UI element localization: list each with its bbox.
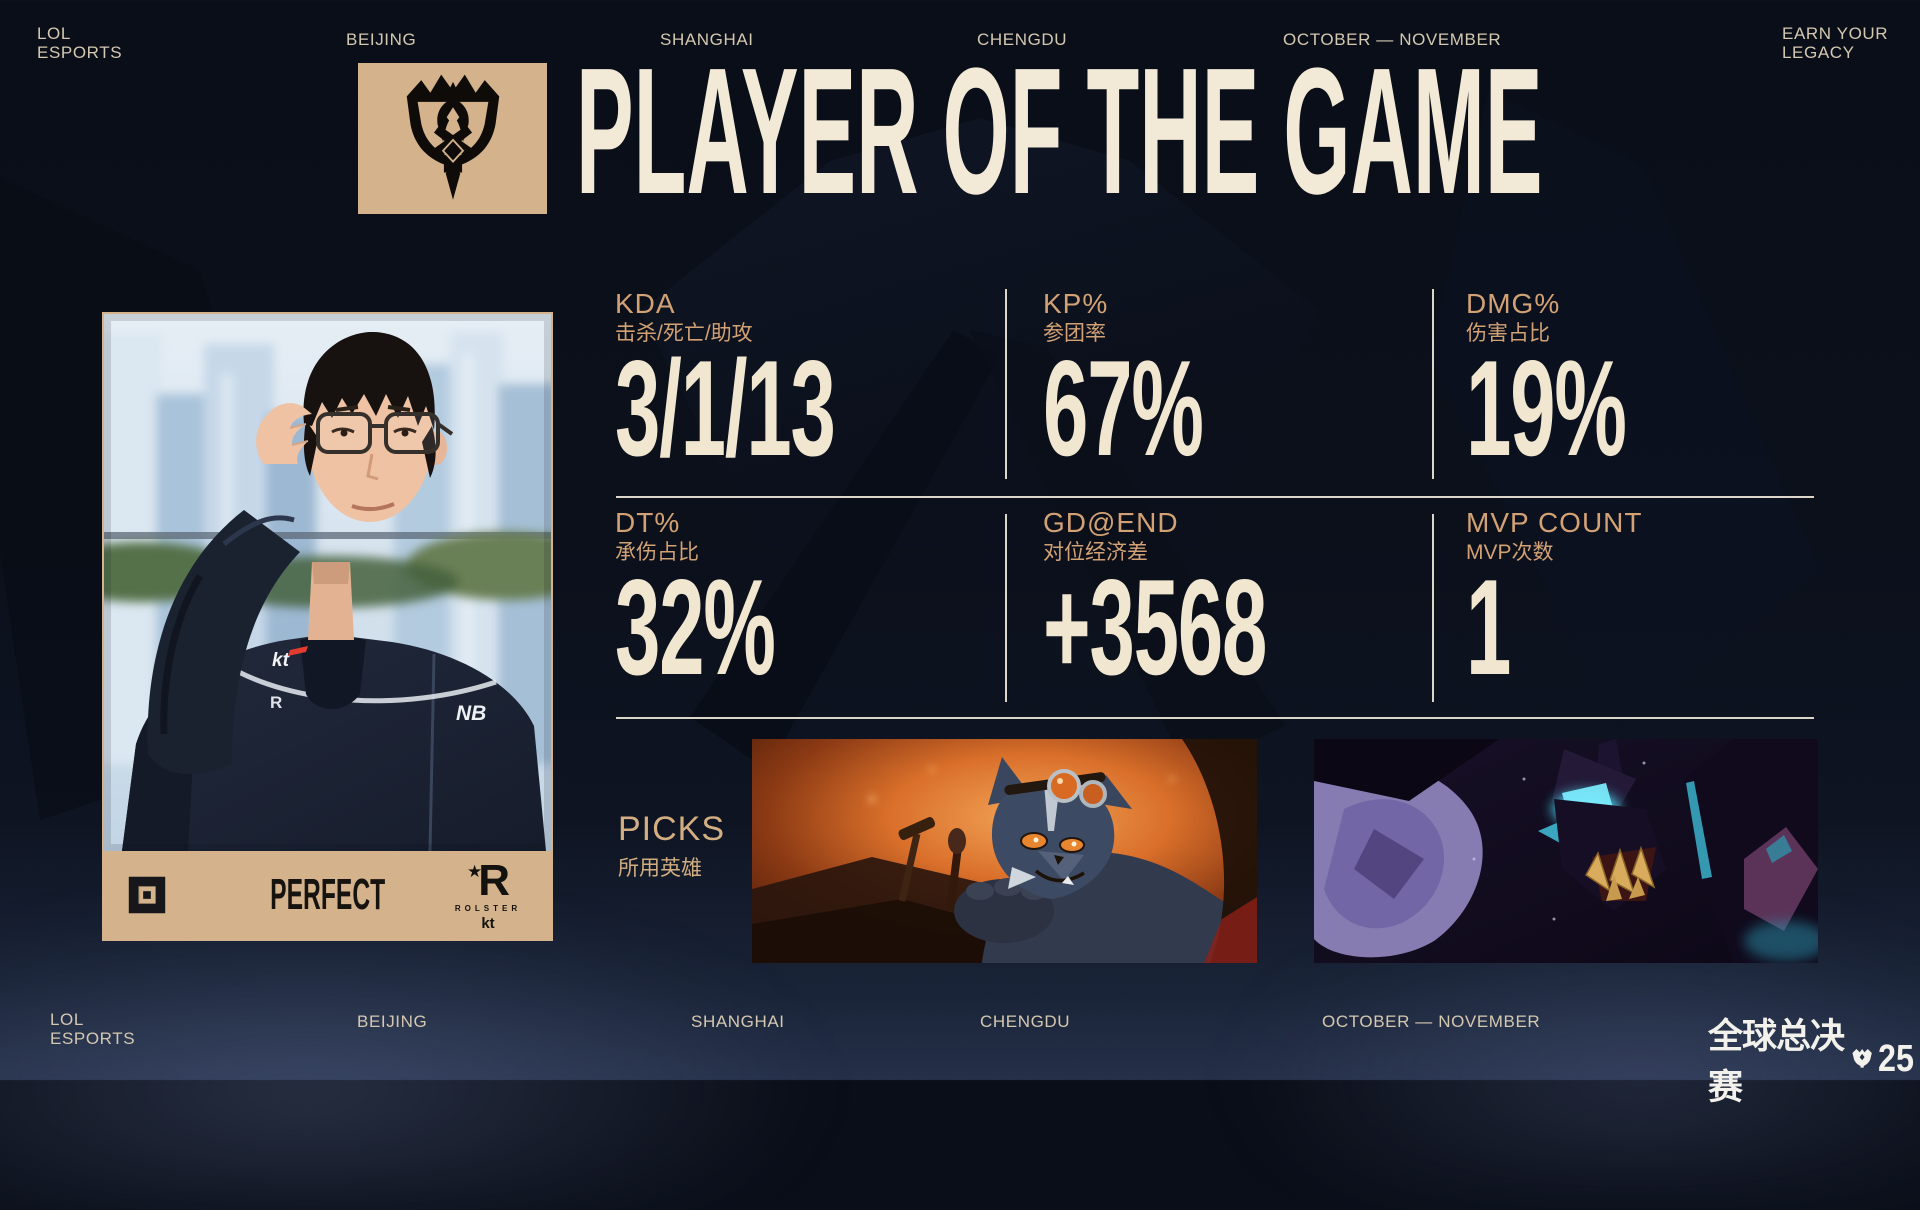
bottom-bar-dates: OCTOBER — NOVEMBER bbox=[1322, 1012, 1541, 1031]
stat-label: DT% bbox=[615, 507, 681, 538]
stat-sublabel: 承伤占比 bbox=[615, 541, 699, 564]
kt-brand-mark: kt bbox=[481, 915, 495, 932]
stat-value: +3568 bbox=[1043, 551, 1267, 703]
player-name: PERFECT bbox=[269, 870, 385, 919]
event-name-cn: 全球总决赛 bbox=[1708, 1017, 1845, 1107]
stat-sublabel: 参团率 bbox=[1043, 322, 1106, 345]
divider bbox=[1005, 514, 1007, 702]
bottom-bar-city-beijing: BEIJING bbox=[357, 1012, 428, 1031]
stat-sublabel: MVP次数 bbox=[1466, 541, 1554, 564]
player-photo: kt R NB bbox=[104, 314, 551, 851]
champion-splash-rumble bbox=[752, 739, 1257, 963]
top-bar-city-shanghai: SHANGHAI bbox=[660, 30, 754, 49]
stat-sublabel: 伤害占比 bbox=[1466, 322, 1550, 345]
player-name-band: PERFECT ★R ROLSTER kt bbox=[104, 851, 551, 939]
picks-label: PICKS bbox=[618, 810, 726, 848]
kt-rolster-r-mark: ★R bbox=[466, 856, 510, 905]
kt-rolster-wordmark: ROLSTER bbox=[454, 904, 522, 913]
stat-label: GD@END bbox=[1043, 507, 1179, 538]
top-bar-city-beijing: BEIJING bbox=[346, 30, 417, 49]
stat-dt: DT% 承伤占比 32% bbox=[615, 506, 995, 695]
svg-text:kt: kt bbox=[272, 650, 290, 671]
stat-kp: KP% 参团率 67% bbox=[1043, 287, 1423, 476]
stat-label: KP% bbox=[1043, 288, 1109, 319]
page-title: PLAYER OF THE GAME bbox=[576, 31, 1543, 232]
stat-value: 3/1/13 bbox=[615, 332, 836, 484]
svg-text:R: R bbox=[270, 693, 282, 712]
slogan-line2: LEGACY bbox=[1782, 43, 1855, 62]
champion-splash-khazix bbox=[1314, 739, 1818, 963]
brand-line2: ESPORTS bbox=[50, 1029, 136, 1048]
divider bbox=[616, 717, 1814, 719]
divider bbox=[1432, 289, 1434, 479]
stat-mvp-count: MVP COUNT MVP次数 1 bbox=[1466, 506, 1846, 695]
divider bbox=[1432, 514, 1434, 702]
stat-kda: KDA 击杀/死亡/助攻 3/1/13 bbox=[615, 287, 995, 476]
bottom-bar-city-shanghai: SHANGHAI bbox=[691, 1012, 785, 1031]
stat-label: DMG% bbox=[1466, 288, 1561, 319]
picks-sublabel: 所用英雄 bbox=[618, 857, 702, 880]
top-slogan: EARN YOUR LEGACY bbox=[1782, 24, 1888, 62]
top-brand-lockup: LOL ESPORTS bbox=[37, 24, 122, 62]
stat-value: 32% bbox=[615, 551, 776, 703]
player-card: kt R NB PERFECT ★R ROLSTER kt bbox=[102, 312, 553, 941]
stat-gdend: GD@END 对位经济差 +3568 bbox=[1043, 506, 1423, 695]
event-year: 25 bbox=[1877, 1037, 1914, 1080]
bottom-brand-lockup: LOL ESPORTS bbox=[50, 1010, 135, 1048]
stat-value: 19% bbox=[1466, 332, 1627, 484]
team-emblem-icon bbox=[128, 876, 166, 914]
brand-line1: LOL bbox=[37, 24, 71, 43]
stat-value: 1 bbox=[1466, 551, 1511, 703]
worlds-logo-box bbox=[358, 63, 547, 214]
kt-rolster-logo: ★R ROLSTER kt bbox=[445, 856, 531, 932]
background-glow bbox=[0, 910, 830, 1210]
stat-dmg: DMG% 伤害占比 19% bbox=[1466, 287, 1846, 476]
brand-line2: ESPORTS bbox=[37, 43, 123, 62]
divider bbox=[616, 496, 1814, 498]
worlds-25-event-logo: 全球总决赛 25 bbox=[1708, 1008, 1920, 1110]
stat-label: KDA bbox=[615, 288, 676, 319]
stat-sublabel: 对位经济差 bbox=[1043, 541, 1148, 564]
stat-sublabel: 击杀/死亡/助攻 bbox=[615, 322, 753, 345]
divider bbox=[1005, 289, 1007, 479]
svg-text:NB: NB bbox=[456, 702, 486, 725]
worlds-cup-mini-icon bbox=[1852, 1048, 1873, 1068]
player-name-container: PERFECT bbox=[104, 851, 551, 939]
brand-line1: LOL bbox=[50, 1010, 84, 1029]
top-bar-dates: OCTOBER — NOVEMBER bbox=[1283, 30, 1502, 49]
worlds-cup-icon bbox=[406, 74, 499, 200]
star-icon: ★ bbox=[466, 862, 482, 881]
bottom-bar-city-chengdu: CHENGDU bbox=[980, 1012, 1071, 1031]
stat-label: MVP COUNT bbox=[1466, 507, 1643, 538]
top-bar-city-chengdu: CHENGDU bbox=[977, 30, 1068, 49]
slogan-line1: EARN YOUR bbox=[1782, 24, 1889, 43]
stat-value: 67% bbox=[1043, 332, 1204, 484]
